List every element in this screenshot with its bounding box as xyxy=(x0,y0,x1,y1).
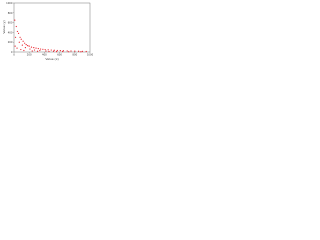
point xyxy=(52,50,55,52)
chart: Value (x) Value (y) 0 200 400 600 800 1000020… xyxy=(2,1,93,61)
y-tick-label: 800 xyxy=(8,11,13,15)
point xyxy=(80,51,82,53)
point xyxy=(17,32,20,34)
point xyxy=(24,46,26,49)
y-tick-label: 400 xyxy=(8,30,13,34)
point xyxy=(85,50,87,53)
point xyxy=(37,47,39,50)
y-axis-label: Value (y) xyxy=(2,20,6,33)
point xyxy=(39,49,41,52)
point xyxy=(40,48,42,50)
point xyxy=(14,19,16,21)
point xyxy=(48,50,50,53)
x-tick-label: 200 xyxy=(27,53,32,57)
point xyxy=(29,48,31,50)
point xyxy=(74,50,76,52)
point xyxy=(62,50,64,52)
point xyxy=(15,25,17,28)
plot-frame xyxy=(13,2,91,53)
point xyxy=(53,49,55,51)
point xyxy=(35,47,37,49)
x-tick-label: 400 xyxy=(42,53,47,57)
point xyxy=(20,48,22,51)
point xyxy=(22,40,24,42)
point xyxy=(25,44,27,46)
x-tick-label: 800 xyxy=(72,53,77,57)
point xyxy=(21,44,23,46)
point xyxy=(62,50,64,53)
point xyxy=(20,38,22,40)
point xyxy=(81,50,83,53)
point xyxy=(56,49,58,52)
point xyxy=(45,50,47,52)
x-tick-label: 1000 xyxy=(87,53,93,57)
point xyxy=(27,45,29,47)
point xyxy=(33,46,35,49)
point xyxy=(59,50,61,52)
point xyxy=(14,36,17,38)
point xyxy=(28,45,30,47)
y-tick-label: 0 xyxy=(11,50,13,54)
point xyxy=(36,50,39,52)
point xyxy=(44,48,46,51)
point xyxy=(23,49,25,52)
point xyxy=(68,51,70,53)
point xyxy=(50,49,52,51)
point xyxy=(30,46,33,48)
point xyxy=(33,49,36,51)
x-tick-label: 0 xyxy=(13,53,15,57)
point xyxy=(14,45,16,47)
page: {"chart_data": {"type": "scatter", "x_la… xyxy=(0,0,93,64)
point xyxy=(19,36,21,38)
y-tick-label: 1000 xyxy=(6,1,13,5)
y-tick-label: 600 xyxy=(8,21,13,25)
point xyxy=(70,50,72,52)
y-tick-label: 200 xyxy=(8,40,13,44)
point xyxy=(16,30,19,33)
x-tick-label: 600 xyxy=(57,53,62,57)
point xyxy=(16,47,18,49)
x-axis-label: Value (x) xyxy=(45,57,58,61)
point xyxy=(31,50,33,52)
point xyxy=(66,50,68,52)
point xyxy=(55,51,58,53)
point xyxy=(18,41,20,43)
point xyxy=(24,42,26,44)
point xyxy=(78,50,80,52)
point xyxy=(47,49,49,51)
point xyxy=(42,48,44,50)
